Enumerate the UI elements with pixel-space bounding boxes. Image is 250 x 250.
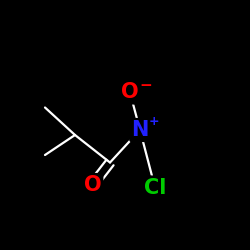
Text: O: O — [84, 175, 101, 195]
Text: Cl: Cl — [144, 178, 166, 198]
Text: −: − — [140, 78, 152, 92]
Text: O: O — [84, 175, 101, 195]
Text: N: N — [131, 120, 149, 140]
Text: Cl: Cl — [144, 178, 166, 198]
Text: N: N — [131, 120, 149, 140]
Text: O: O — [121, 82, 139, 102]
Text: +: + — [148, 115, 159, 128]
Text: O: O — [121, 82, 139, 102]
